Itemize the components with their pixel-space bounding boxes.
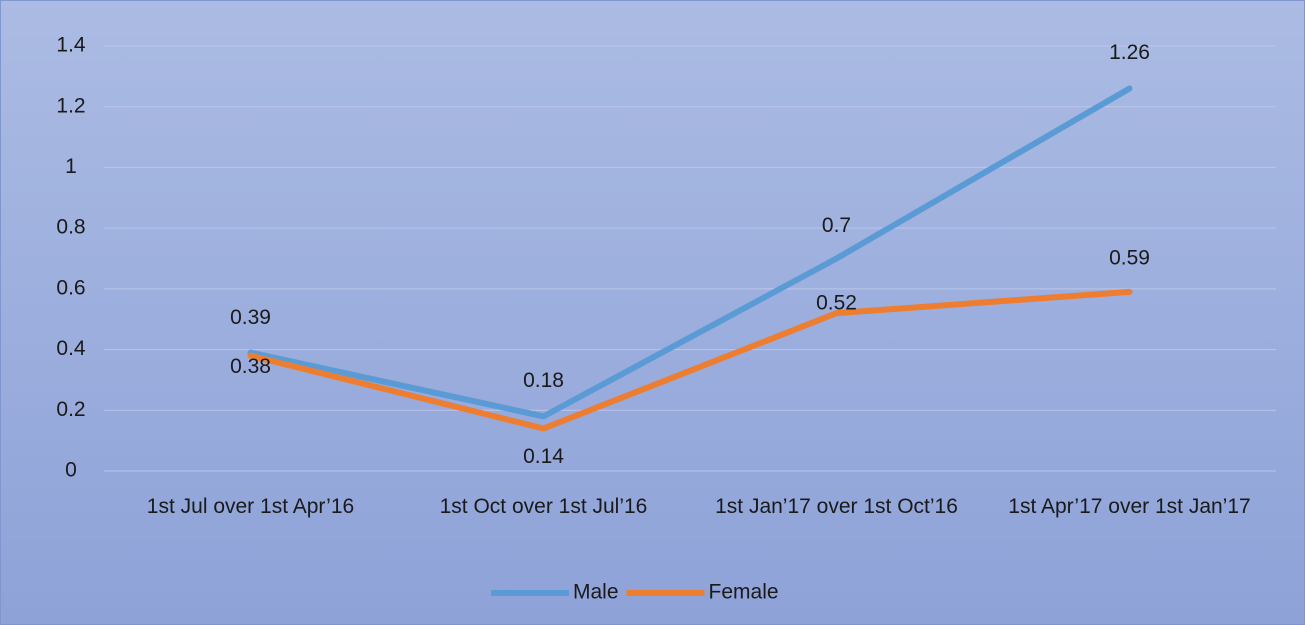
- data-label: 0.7: [822, 214, 851, 237]
- y-tick-label: 1.4: [56, 34, 86, 57]
- y-tick-label: 0.2: [56, 398, 85, 421]
- line: [247, 85, 1133, 420]
- x-tick-label: 1st Oct over 1st Jul’16: [439, 495, 648, 518]
- data-label: 0.59: [1109, 246, 1150, 269]
- data-label: 0.38: [230, 355, 271, 378]
- data-label: 1.26: [1109, 41, 1150, 64]
- x-tick-label: 1st Jul over 1st Apr’16: [146, 495, 355, 518]
- legend-label: Female: [709, 581, 779, 604]
- data-label: 0.39: [230, 306, 271, 329]
- x-tick-label: 1st Apr’17 over 1st Jan’17: [1008, 495, 1251, 518]
- y-tick-label: 0.4: [56, 337, 86, 360]
- line: [247, 288, 1133, 432]
- data-label: 0.14: [523, 445, 564, 468]
- data-label: 0.52: [816, 292, 857, 315]
- y-tick-label: 0.8: [56, 216, 85, 239]
- y-tick-label: 0: [65, 459, 77, 482]
- data-label: 0.18: [523, 369, 564, 392]
- y-tick-label: 1: [65, 155, 77, 178]
- y-tick-label: 0.6: [56, 276, 85, 299]
- x-tick-label: 1st Jan’17 over 1st Oct’16: [715, 495, 958, 518]
- legend-label: Male: [573, 581, 619, 604]
- y-tick-label: 1.2: [56, 94, 85, 117]
